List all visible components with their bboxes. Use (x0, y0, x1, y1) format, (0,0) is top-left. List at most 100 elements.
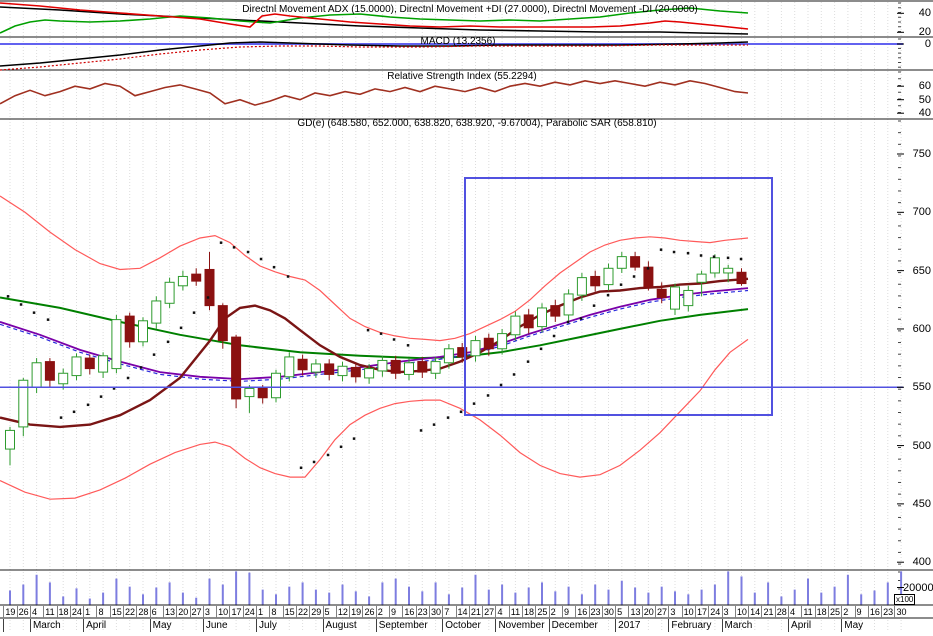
x-axis-month-label: November (495, 619, 549, 632)
candle-up (98, 355, 109, 373)
x-axis-day-label: 14 (455, 606, 470, 618)
volume-bar (408, 586, 410, 605)
ma-maroon (0, 277, 749, 429)
x-axis-day-label: 27 (655, 606, 669, 618)
candle-down (550, 305, 561, 317)
candle-up (497, 333, 508, 350)
volume-bar (208, 578, 211, 605)
parabolic-sar-dot (86, 403, 90, 407)
parabolic-sar-dot (659, 248, 663, 251)
volume-bar (860, 594, 863, 605)
parabolic-sar-dot (566, 320, 570, 324)
parabolic-sar-dot (432, 423, 436, 426)
x-axis-day-label: 17 (694, 606, 709, 618)
x-axis-day-label: 2 (548, 606, 563, 618)
volume-bar (846, 574, 849, 605)
bollinger-lower (0, 338, 749, 500)
volume-bar (102, 592, 105, 605)
x-axis-month-label: March (721, 619, 790, 632)
candle-down (350, 366, 361, 378)
x-axis-day-label: 9 (561, 606, 576, 618)
parabolic-sar-dot (446, 416, 450, 419)
volume-bar (328, 592, 331, 605)
volume-bar (527, 587, 530, 605)
x-axis-day-label: 8 (96, 606, 110, 618)
scale-label: 450 (912, 497, 931, 510)
parabolic-sar-dot (526, 360, 530, 363)
candle-down (204, 268, 215, 307)
parabolic-sar-dot (366, 328, 370, 332)
parabolic-sar-dot (472, 402, 476, 405)
scale-label: 700 (912, 206, 931, 219)
volume-bar (767, 582, 770, 605)
x-axis-day-label: 28 (136, 606, 150, 618)
parabolic-sar-dot (272, 265, 276, 269)
x-axis-day-label: 10 (734, 606, 749, 618)
parabolic-sar-dot (606, 293, 610, 297)
candle-up (177, 275, 188, 287)
parabolic-sar-dot (192, 311, 196, 314)
x-axis-month-label: May (841, 619, 909, 632)
scale-label: 500 (912, 439, 931, 452)
candle-up (576, 277, 587, 296)
volume-bar (727, 571, 730, 605)
volume-bar (195, 597, 198, 605)
x-axis-day-label: 11 (801, 606, 815, 618)
candle-up (18, 379, 29, 428)
volume-bar (807, 578, 809, 605)
candle-down (523, 314, 534, 329)
parabolic-sar-dot (619, 283, 623, 286)
parabolic-sar-dot (539, 347, 543, 351)
parabolic-sar-dot (459, 410, 463, 414)
candle-down (630, 256, 641, 268)
candle-up (271, 372, 281, 399)
x-axis-day-label: 18 (814, 606, 829, 618)
volume-bar (394, 578, 397, 605)
parabolic-sar-dot (352, 437, 356, 440)
volume-bar (514, 592, 517, 605)
x-axis-day-label: 29 (309, 606, 323, 618)
candle-up (723, 267, 734, 274)
candle-down (124, 315, 135, 343)
x-axis-month-label: February (668, 619, 722, 632)
candle-up (683, 289, 694, 307)
indicator-line-rsi (0, 79, 749, 106)
rsi-title: Relative Strength Index (55.2294) (387, 71, 537, 82)
scale-label: 400 (912, 556, 931, 569)
parabolic-sar-dot (499, 383, 503, 387)
volume-bar (833, 586, 836, 605)
x-axis-day-label: 5 (615, 606, 629, 618)
x-axis-day-label: 24 (242, 606, 257, 618)
x-axis-day-label: 23 (415, 606, 430, 618)
candle-down (217, 305, 228, 342)
x-axis-month-label: October (442, 619, 496, 632)
volume-bar (687, 594, 690, 605)
x-axis-day-label: 27 (482, 606, 496, 618)
x-axis-day-label: 19 (349, 606, 363, 618)
x-axis-day-label: 1 (256, 606, 270, 618)
parabolic-sar-dot (379, 332, 383, 335)
x-axis-day-label: 27 (189, 606, 204, 618)
x-axis-day-label: 18 (56, 606, 71, 618)
x-axis-day-label: 17 (229, 606, 243, 618)
x-axis-day-label: 3 (721, 606, 736, 618)
x-axis-day-label: 30 (428, 606, 443, 618)
volume-bar (487, 589, 490, 605)
volume-bar (580, 594, 583, 605)
x-axis-month-label: May (149, 619, 204, 632)
x-axis-day-label: 13 (628, 606, 642, 618)
volume-bar (501, 584, 504, 605)
volume-bar (261, 589, 264, 605)
x-axis-day-label: 7 (442, 606, 456, 618)
x-axis-day-label: 4 (29, 606, 44, 618)
volume-bar (634, 587, 637, 605)
scale-label: 650 (912, 264, 931, 277)
candle-up (5, 429, 15, 450)
x-axis-day-label: 4 (788, 606, 802, 618)
x-axis-day-label: 6 (149, 606, 164, 618)
volume-bar (75, 588, 78, 605)
x-axis-day-label: 24 (708, 606, 722, 618)
x-axis-day-label: 15 (282, 606, 297, 618)
volume-bar (594, 584, 597, 605)
